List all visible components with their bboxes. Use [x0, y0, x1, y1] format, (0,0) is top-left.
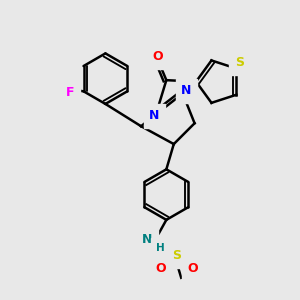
Text: N: N	[142, 233, 152, 246]
Text: O: O	[155, 262, 166, 275]
Text: H: H	[156, 243, 165, 253]
Text: N: N	[181, 84, 191, 97]
Text: O: O	[188, 262, 198, 275]
Text: S: S	[235, 56, 244, 69]
Text: F: F	[66, 86, 74, 99]
Text: S: S	[172, 249, 181, 262]
Text: O: O	[152, 50, 163, 64]
Text: N: N	[149, 109, 160, 122]
